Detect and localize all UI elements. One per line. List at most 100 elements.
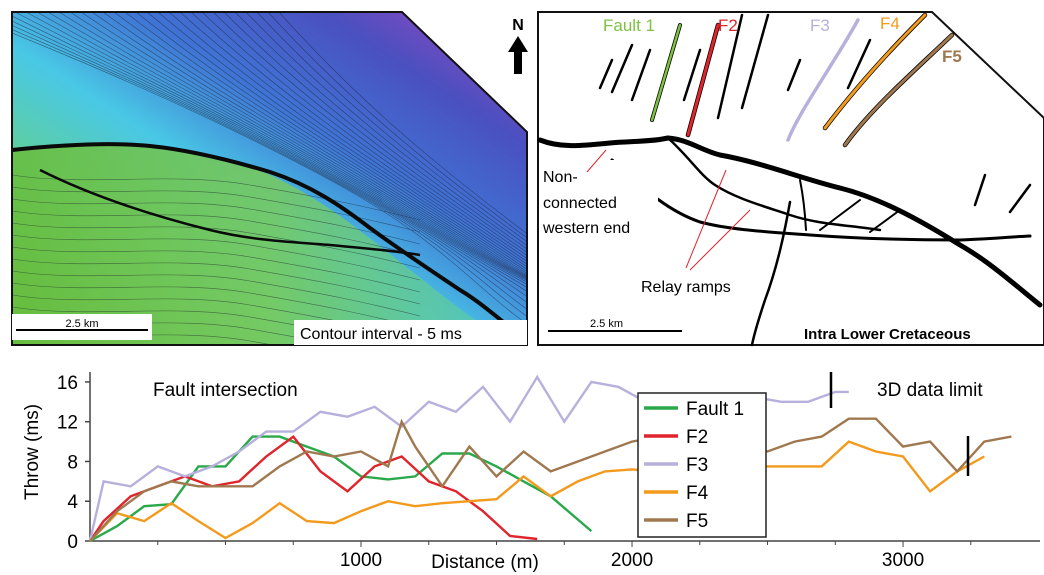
contour-line [12,186,421,233]
secondary-fault-trace [39,168,421,257]
contour-line [179,12,527,345]
legend-label: F3 [686,455,708,476]
legend-label: Fault 1 [686,399,744,420]
contour-line [157,12,527,345]
contour-line [212,12,527,345]
legend-items: Fault 1 F2 F3 F4 F5 [644,399,744,532]
annot-pointer-relay-1 [685,169,727,269]
contour-line [168,12,527,345]
contour-line [12,270,421,317]
contour-line [267,12,527,345]
contour-line [91,12,527,345]
x-tick-label: 1000 [340,550,382,571]
y-tick-label: 16 [57,373,78,394]
annotation-3d-data-limit: 3D data limit [877,380,983,401]
annot-pointer-western-end [586,149,607,173]
series-line-f5 [89,417,1012,542]
major-faults [537,135,1043,347]
contour-map-panel: 2.5 km Contour interval - 5 ms [11,11,528,346]
contour-line [25,12,527,345]
contour-line [234,12,527,345]
y-axis-label: Throw (ms) [22,404,43,500]
legend: Fault 1 F2 F3 F4 F5 [637,392,767,538]
contour-line [12,198,421,245]
y-tick-label: 4 [67,492,78,513]
y-tick-label: 0 [67,532,78,553]
x-tick-label: 3000 [882,550,924,571]
fault-3-trace [786,18,860,142]
north-arrow-icon [508,36,528,74]
contour-line [256,12,527,345]
contour-lines [12,12,527,345]
contour-line [12,222,421,269]
minor-faults [598,13,1032,214]
contour-line [12,12,527,345]
fault-label-5: F5 [942,47,962,66]
annotation-box [540,160,658,238]
series-layer [88,374,1012,543]
legend-label: F2 [686,427,708,448]
contour-label-box [294,320,527,345]
y-tick-label: 8 [67,452,78,473]
series-line-f4 [89,440,985,542]
x-ticks: 1000 2000 3000 [157,541,972,571]
contour-line [36,12,527,345]
contour-line [12,258,421,305]
fault-label-2: F2 [718,16,738,35]
contour-line [102,12,527,345]
contour-line [113,12,527,345]
north-arrow: N [508,17,528,74]
fault-map-scale-label: 2.5 km [590,318,623,330]
contour-line [190,12,527,345]
annot-relay-ramps: Relay ramps [641,279,731,296]
map-frame [11,11,528,346]
map-scale-box [12,314,152,340]
annot-nonconnected-line3: western end [542,220,630,237]
map-scale-label: 2.5 km [65,318,98,330]
north-label: N [512,17,524,34]
contour-line [135,12,527,345]
series-line-fault-1 [89,435,593,543]
contour-line [12,12,527,345]
annotations: Non- connected western end Relay ramps [540,149,751,296]
contour-line [12,246,421,293]
fault-label-4: F4 [880,14,900,33]
annotation-fault-intersection: Fault intersection [153,380,298,401]
highlighted-faults [650,12,955,148]
main-fault-trace [12,142,527,342]
fault-map-frame [537,11,1044,346]
contour-line [124,12,527,345]
annot-nonconnected-line2: connected [543,195,617,212]
annot-pointer-relay-2 [689,209,751,271]
contour-line [58,12,527,345]
contour-line [12,210,421,257]
contour-line [14,12,527,345]
contour-line [80,12,527,345]
x-axis-label: Distance (m) [431,552,539,573]
contour-line [47,12,527,345]
horizon-label: Intra Lower Cretaceous [804,326,971,343]
fault-label-3: F3 [810,16,830,35]
x-tick-label: 2000 [611,550,653,571]
contour-line [278,12,527,345]
contour-interval-label: Contour interval - 5 ms [300,326,462,343]
contour-line [245,12,527,345]
contour-line [12,12,527,345]
contour-line [69,12,527,345]
fault-map-panel: Fault 1 F2 F3 F4 F5 Non- connected weste… [537,11,1044,347]
contour-line [146,12,527,345]
y-tick-label: 12 [57,413,78,434]
contour-line [12,282,421,329]
contour-line [12,12,527,345]
contour-line [12,174,421,221]
footwall-surface [12,143,527,345]
fault-label-1: Fault 1 [603,16,655,35]
contour-line [223,12,527,345]
fault-labels: Fault 1 F2 F3 F4 F5 [603,14,962,66]
contour-line [12,12,527,345]
contour-line [12,234,421,281]
legend-label: F4 [686,483,709,504]
annot-nonconnected-line1: Non- [543,169,578,186]
legend-label: F5 [686,511,708,532]
